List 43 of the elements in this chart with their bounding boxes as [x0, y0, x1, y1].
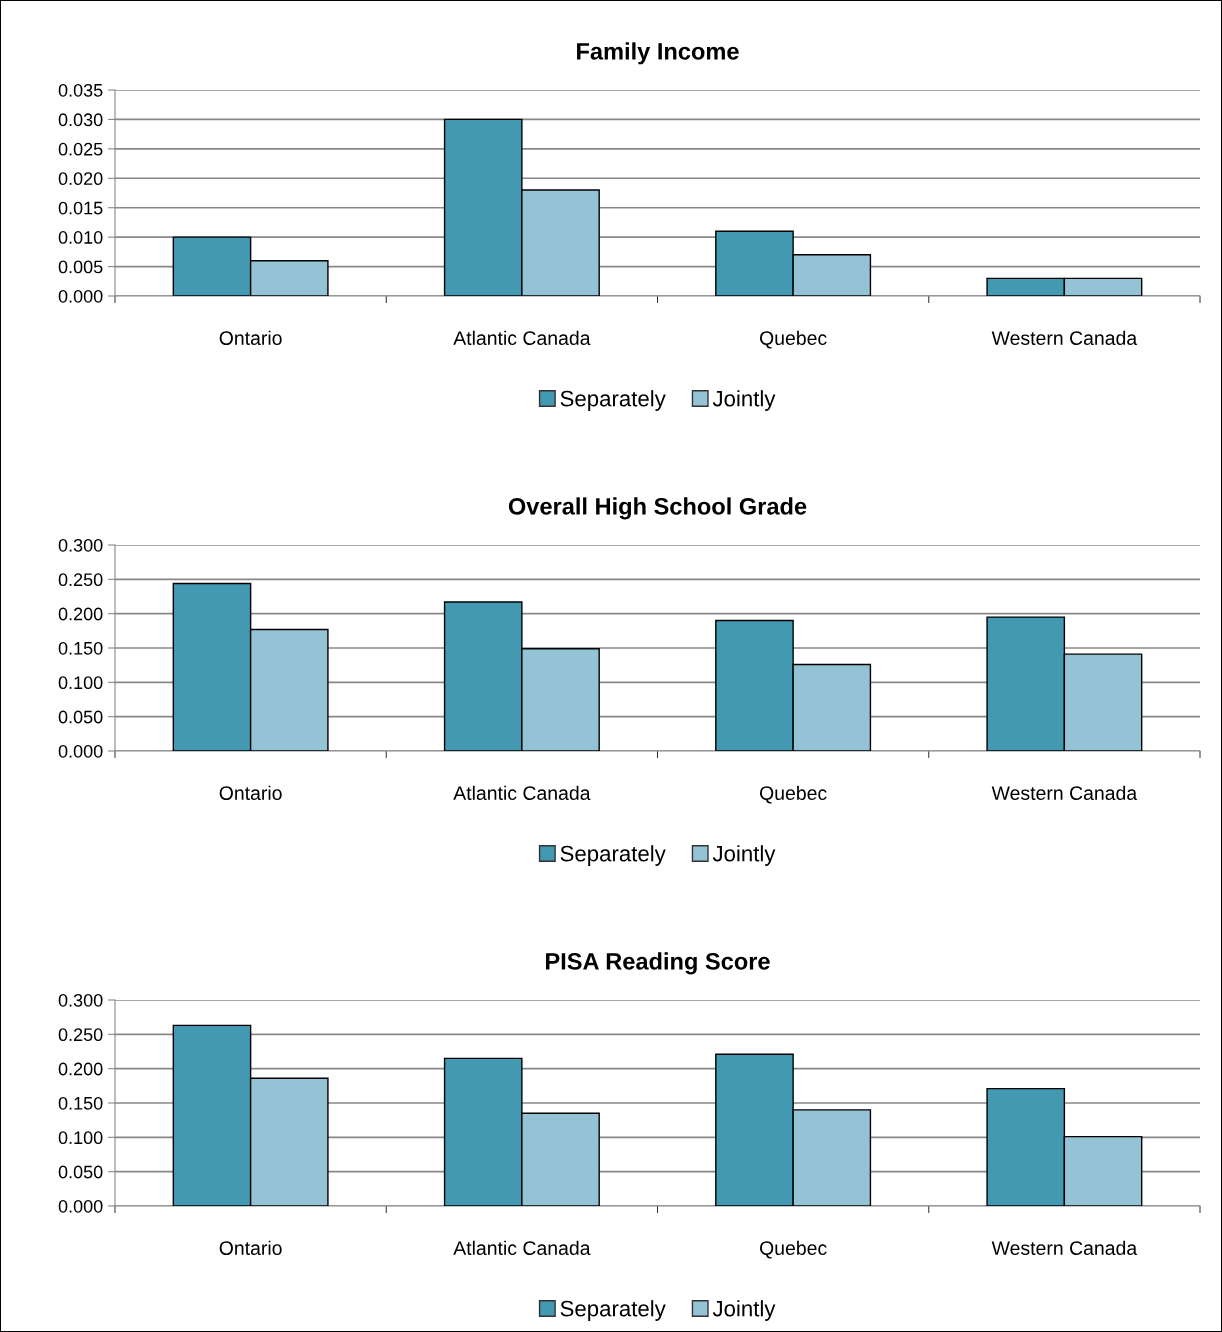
y-tick-label: 0.150 — [58, 641, 103, 655]
legend-label: Jointly — [712, 390, 776, 411]
x-tick-label: Quebec — [760, 785, 827, 804]
y-tick-label: 0.100 — [58, 1131, 103, 1145]
y-tick-label: 0.300 — [58, 993, 103, 1007]
x-tick-label: Atlantic Canada — [453, 785, 591, 800]
legend-label: Separately — [560, 390, 666, 411]
x-tick-label: Western Canada — [991, 330, 1138, 345]
y-tick-label: 0.000 — [58, 289, 103, 303]
x-tick-label: Ontario — [219, 330, 282, 345]
y-tick-label: 0.250 — [58, 1028, 103, 1042]
y-tick-label: 0.300 — [58, 538, 103, 552]
x-tick-label: Ontario — [219, 785, 282, 800]
y-tick-label: 0.050 — [58, 710, 103, 724]
chart-title: PISA Reading Score — [546, 952, 770, 975]
chart-title: Overall High School Grade — [508, 497, 807, 520]
y-tick-label: 0.030 — [58, 113, 103, 127]
y-tick-label: 0.050 — [58, 1165, 103, 1179]
y-tick-label: 0.000 — [58, 744, 103, 758]
x-tick-label: Western Canada — [991, 785, 1138, 800]
legend-label: Jointly — [712, 1300, 776, 1321]
y-tick-label: 0.020 — [58, 172, 103, 186]
legend-label: Jointly — [712, 845, 776, 866]
x-tick-label: Atlantic Canada — [453, 330, 591, 345]
y-tick-label: 0.025 — [58, 142, 103, 156]
x-tick-label: Quebec — [760, 330, 827, 349]
y-tick-label: 0.150 — [58, 1096, 103, 1110]
y-tick-label: 0.010 — [58, 231, 103, 244]
x-tick-label: Ontario — [219, 1240, 282, 1255]
y-tick-label: 0.005 — [58, 260, 103, 274]
y-tick-label: 0.035 — [58, 83, 103, 97]
legend-label: Separately — [560, 1300, 666, 1321]
x-tick-label: Quebec — [760, 1240, 827, 1259]
y-tick-label: 0.250 — [58, 573, 103, 587]
x-tick-label: Western Canada — [991, 1240, 1138, 1255]
legend-label: Separately — [560, 845, 666, 866]
y-tick-label: 0.200 — [58, 607, 103, 621]
y-tick-label: 0.015 — [58, 201, 103, 215]
chart-title: Family Income — [577, 42, 739, 65]
y-tick-label: 0.100 — [58, 676, 103, 690]
y-tick-label: 0.000 — [58, 1199, 103, 1213]
y-tick-label: 0.200 — [58, 1062, 103, 1076]
x-tick-label: Atlantic Canada — [453, 1240, 591, 1255]
